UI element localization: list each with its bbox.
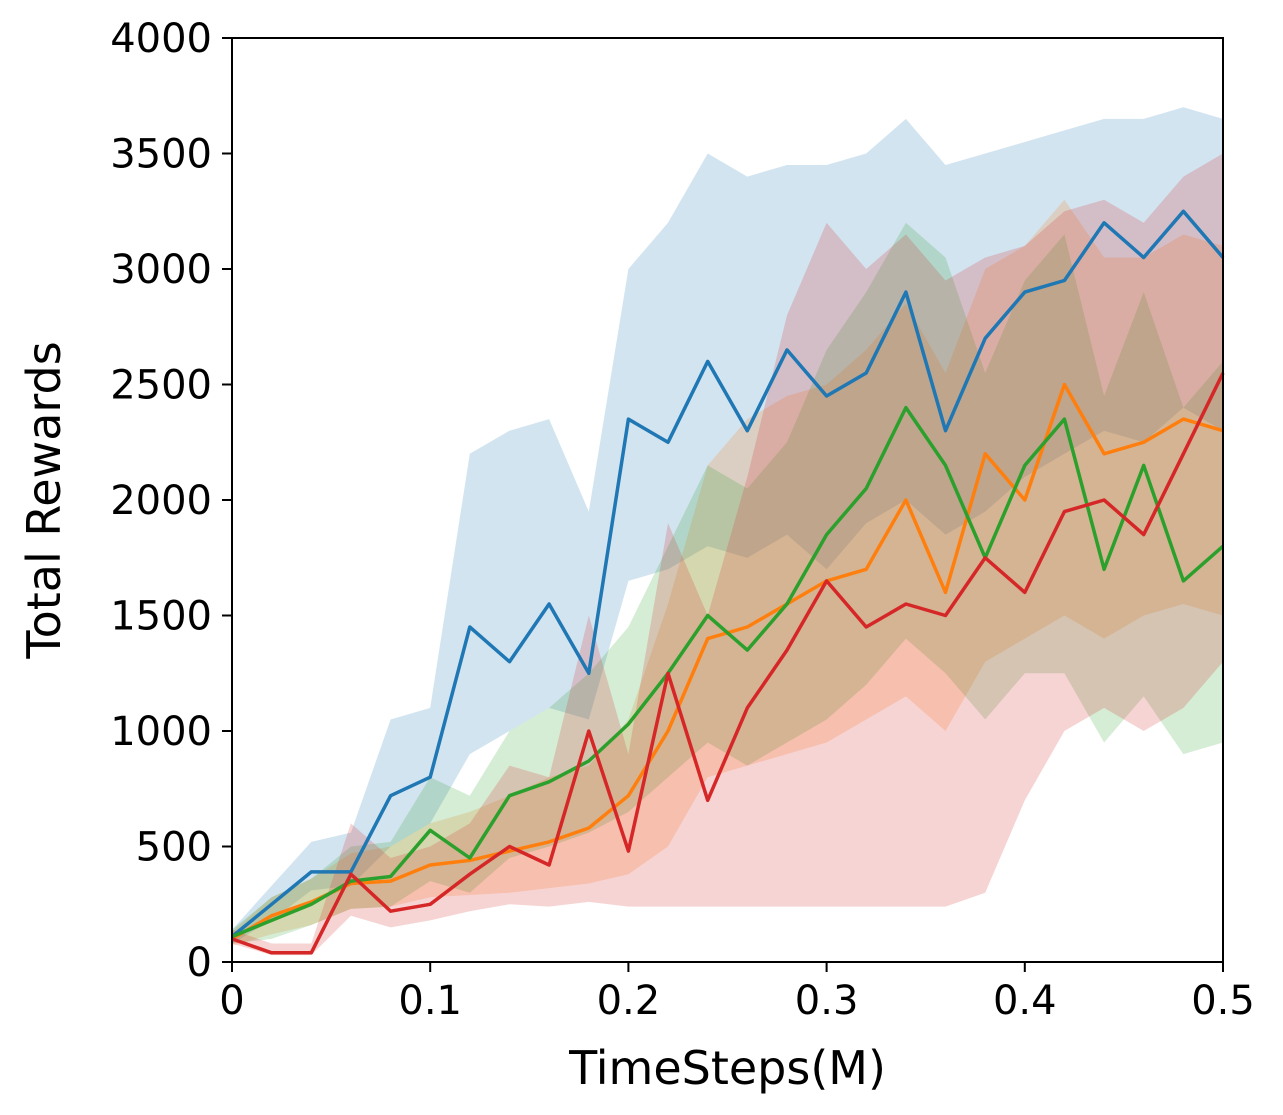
x-tick-label: 0.3: [795, 978, 859, 1024]
x-tick-label: 0: [219, 978, 244, 1024]
y-tick-label: 1000: [110, 709, 212, 755]
y-tick-label: 2500: [110, 363, 212, 409]
x-axis-label: TimeSteps(M): [568, 1041, 886, 1095]
y-tick-label: 4000: [110, 16, 212, 62]
y-tick-label: 3500: [110, 132, 212, 178]
x-axis-ticks: 0 0.1 0.2 0.3 0.4 0.5: [219, 962, 1255, 1024]
x-tick-label: 0.2: [597, 978, 661, 1024]
y-tick-label: 1500: [110, 594, 212, 640]
y-axis-ticks: 0 500 1000 1500 2000 2500 3000 3500 4000: [110, 16, 232, 986]
series-3-band: [232, 222, 1223, 944]
series-4-band: [232, 153, 1223, 956]
series-3-line: [231, 405, 1225, 939]
x-tick-label: 0.4: [993, 978, 1057, 1024]
y-tick-label: 3000: [110, 247, 212, 293]
y-tick-label: 2000: [110, 478, 212, 524]
series-1-band: [232, 107, 1223, 944]
x-tick-label: 0.1: [398, 978, 462, 1024]
x-tick-label: 0.5: [1191, 978, 1255, 1024]
series-1-line: [230, 209, 1225, 938]
series-lines: [230, 209, 1225, 955]
series-4-line: [231, 372, 1225, 955]
y-tick-label: 0: [187, 940, 212, 986]
y-tick-label: 500: [136, 825, 212, 871]
y-axis-label: Total Rewards: [17, 341, 71, 659]
series-2-band: [232, 199, 1223, 946]
confidence-bands: [232, 107, 1223, 956]
